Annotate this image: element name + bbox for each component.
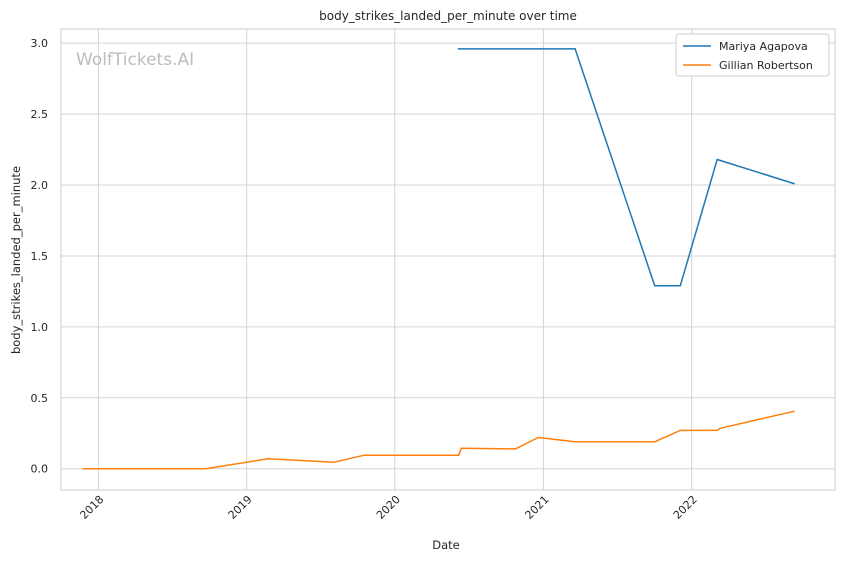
data-point-gillian-robertson [457, 454, 460, 457]
data-point-mariya-agapova [716, 158, 719, 161]
y-tick-label: 2.5 [31, 108, 49, 121]
data-point-gillian-robertson [267, 457, 269, 460]
data-point-gillian-robertson [332, 461, 335, 464]
data-point-gillian-robertson [793, 410, 795, 413]
y-tick-label: 3.0 [31, 37, 49, 50]
data-point-mariya-agapova [793, 182, 795, 185]
chart-title: body_strikes_landed_per_minute over time [319, 9, 577, 23]
x-tick-label: 2020 [374, 493, 403, 522]
grid [61, 29, 835, 490]
plot-background [60, 28, 836, 491]
data-point-gillian-robertson [460, 447, 463, 449]
x-tick-label: 2022 [671, 493, 700, 522]
y-axis-label: body_strikes_landed_per_minute [9, 166, 23, 354]
data-point-gillian-robertson [204, 467, 207, 470]
x-axis-ticks: 2018 2019 2020 2021 2022 [77, 493, 699, 522]
x-tick-label: 2019 [226, 493, 255, 522]
y-tick-label: 2.0 [31, 179, 49, 192]
data-point-gillian-robertson [719, 427, 721, 430]
data-point-gillian-robertson [514, 448, 517, 450]
data-point-mariya-agapova [653, 284, 656, 287]
legend-box [675, 33, 830, 77]
y-tick-label: 0.5 [31, 392, 49, 405]
data-point-gillian-robertson [82, 467, 85, 470]
data-point-mariya-agapova [679, 284, 682, 287]
series-line-mariya-agapova [458, 48, 795, 287]
data-point-gillian-robertson [679, 429, 682, 432]
data-point-mariya-agapova [574, 48, 576, 50]
data-point-mariya-agapova [457, 48, 460, 50]
x-tick-label: 2021 [523, 493, 552, 522]
series-lines [82, 48, 795, 470]
data-point-gillian-robertson [653, 440, 656, 443]
data-point-gillian-robertson [363, 454, 366, 457]
y-tick-label: 1.0 [31, 321, 49, 334]
data-point-gillian-robertson [537, 436, 539, 439]
legend: Mariya Agapova Gillian Robertson [675, 33, 830, 77]
data-point-gillian-robertson [716, 429, 719, 432]
watermark: WolfTickets.AI [76, 50, 194, 70]
x-tick-label: 2018 [77, 493, 106, 522]
y-tick-label: 1.5 [31, 250, 49, 263]
data-point-gillian-robertson [574, 440, 576, 443]
y-tick-label: 0.0 [31, 463, 49, 476]
legend-label-mariya-agapova: Mariya Agapova [719, 40, 808, 53]
y-axis-ticks: 0.0 0.5 1.0 1.5 2.0 2.5 3.0 [31, 37, 49, 476]
x-axis-label: Date [432, 538, 460, 552]
legend-label-gillian-robertson: Gillian Robertson [719, 59, 813, 72]
